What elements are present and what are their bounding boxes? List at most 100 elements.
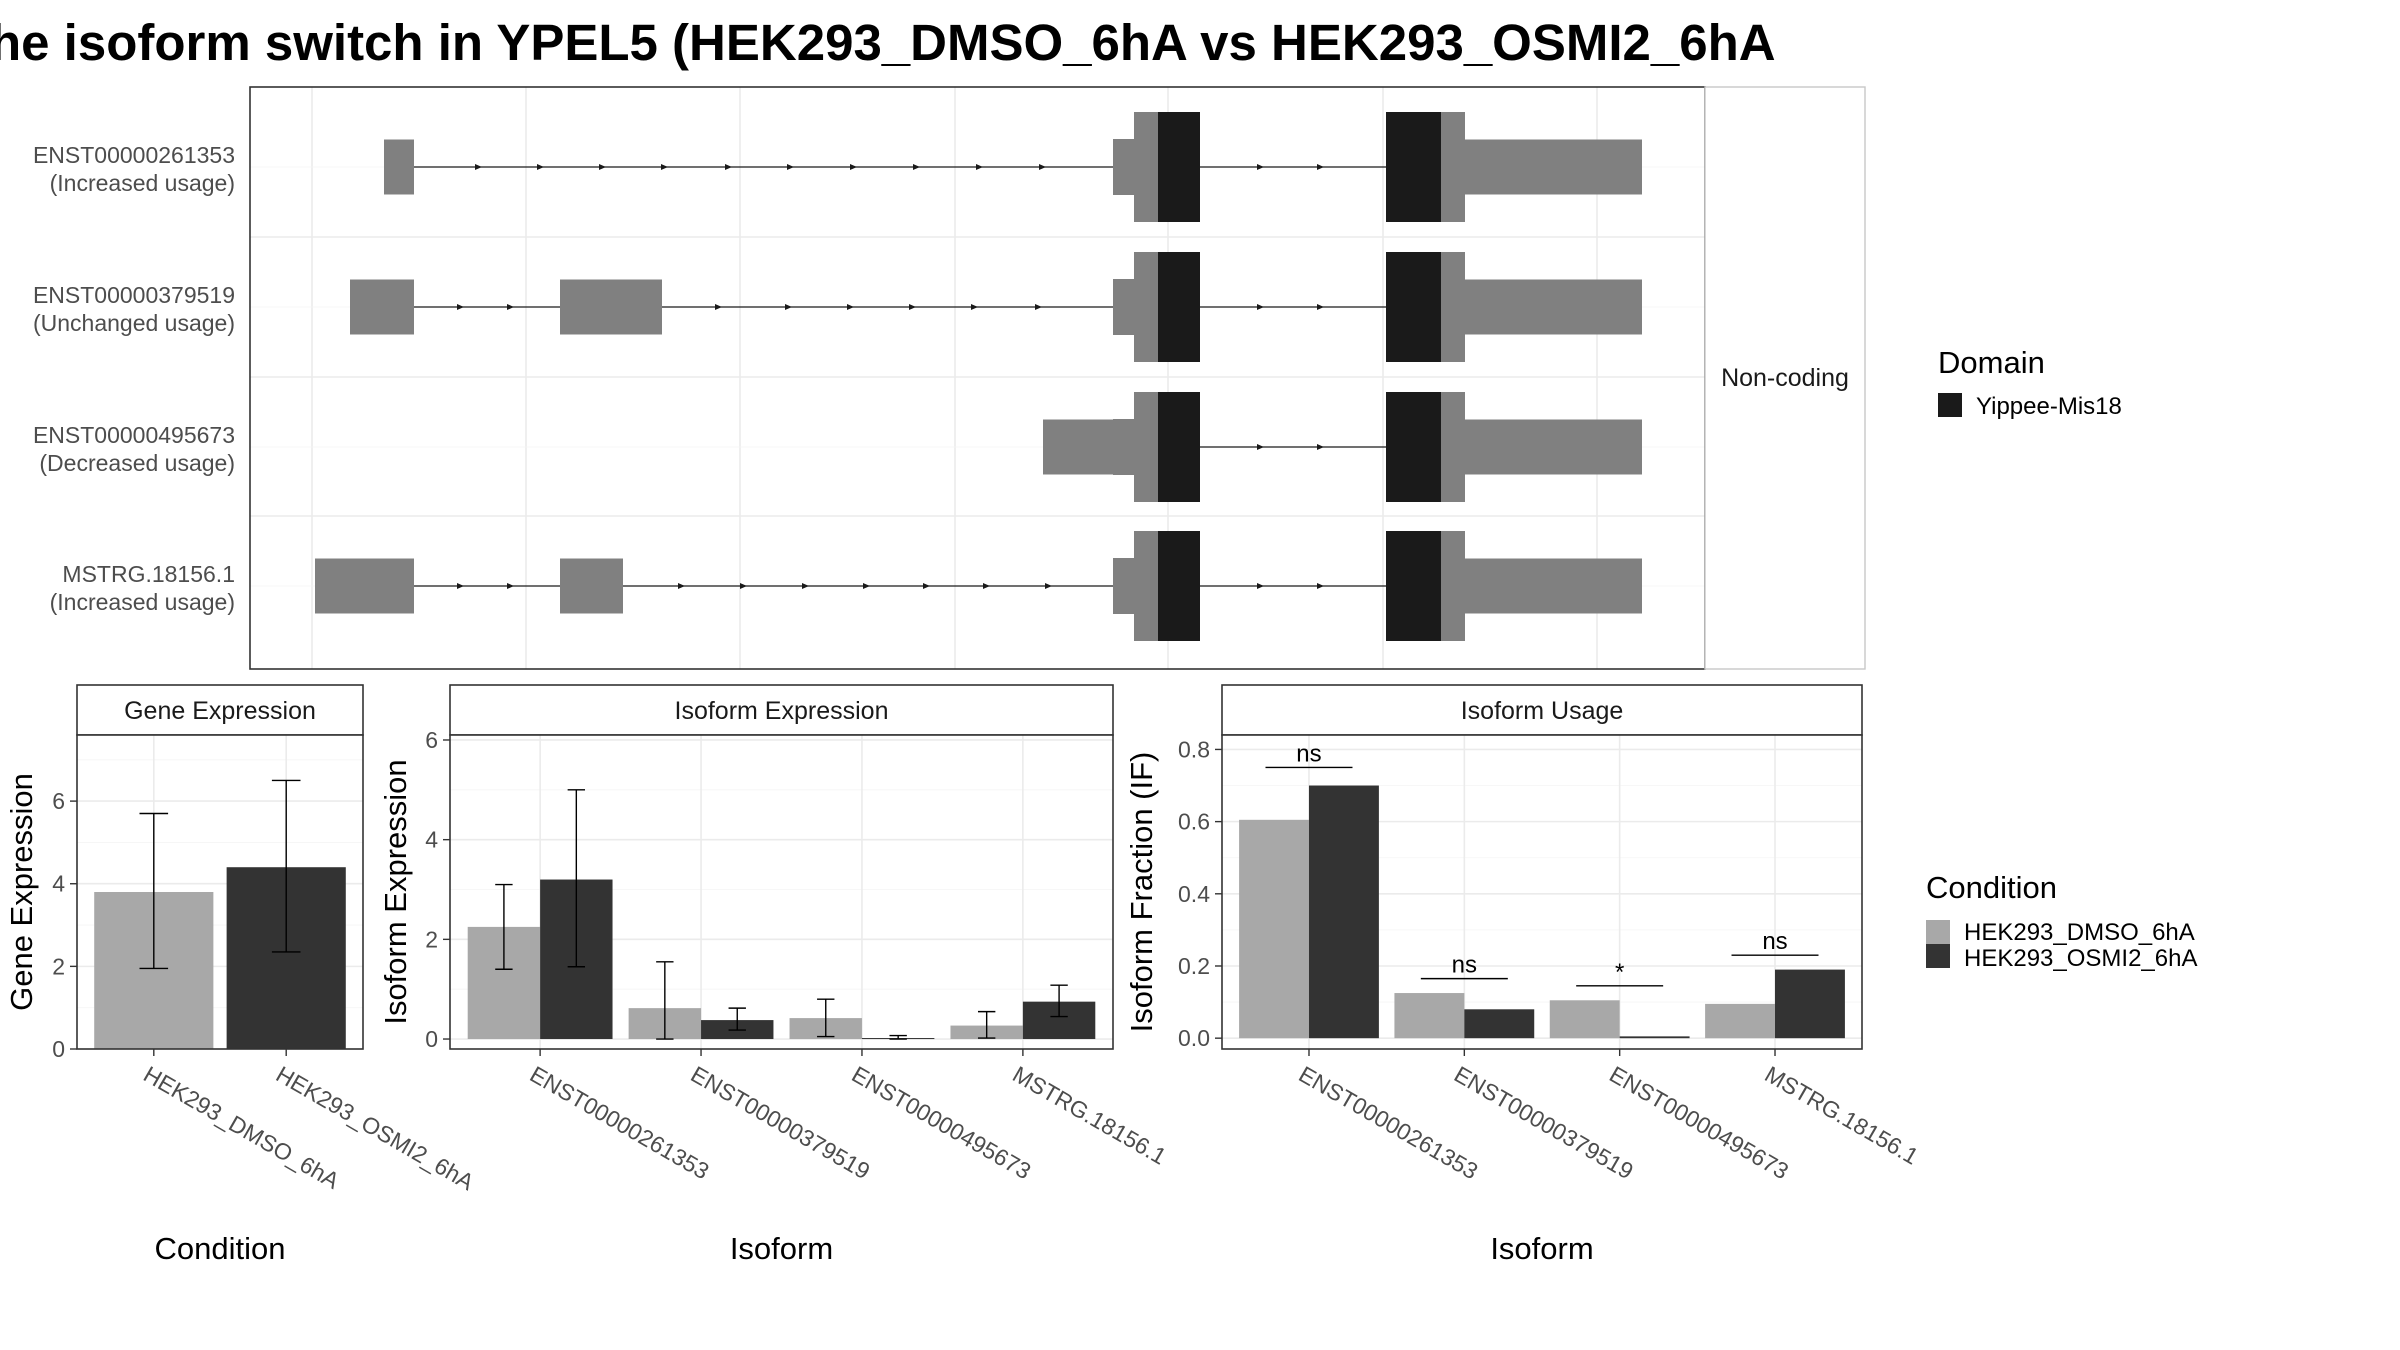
- isoform-usage-significance-label: ns: [1452, 952, 1477, 979]
- cds-block: [1441, 112, 1465, 222]
- domain-block: [1158, 252, 1200, 362]
- intron-arrow: [537, 164, 544, 170]
- isoform-usage-significance-label: ns: [1762, 928, 1787, 955]
- transcript-model-ENST00000379519: [350, 252, 1642, 362]
- domain-block: [1158, 392, 1200, 502]
- intron-arrow: [1035, 304, 1042, 310]
- intron-arrow: [1257, 304, 1264, 310]
- isoform-usage-strip-label: Isoform Usage: [1461, 697, 1624, 725]
- isoform-expression-yaxis-title: Isoform Expression: [378, 759, 413, 1024]
- legends: Domain Yippee-Mis18 Condition HEK293_DMSO_6…: [1926, 345, 2197, 972]
- intron-arrow: [909, 304, 916, 310]
- isoform-usage-label: (Increased usage): [50, 170, 235, 196]
- intron-arrow: [971, 304, 978, 310]
- isoform-usage-ytick-label: 0.4: [1178, 881, 1210, 907]
- isoform-usage-ytick-label: 0.6: [1178, 809, 1210, 835]
- domain-block: [1158, 112, 1200, 222]
- isoform-expression-xtick-label: ENST00000261353: [526, 1061, 714, 1185]
- utr-block: [1464, 279, 1642, 335]
- intron-arrow: [1045, 583, 1052, 589]
- isoform-usage-strip: [1221, 684, 1863, 736]
- exon-block: [350, 279, 414, 335]
- intron-arrow: [976, 164, 983, 170]
- isoform-usage-significance-label: *: [1615, 959, 1624, 986]
- intron-arrow: [1257, 444, 1264, 450]
- isoform-label: ENST00000261353: [33, 142, 235, 168]
- intron-arrow: [923, 583, 930, 589]
- intron-arrow: [850, 164, 857, 170]
- intron-arrow: [661, 164, 668, 170]
- transcript-model-ENST00000261353: [384, 112, 1642, 222]
- isoform-expression-panel-border: [449, 734, 1114, 1050]
- isoform-usage-bars: [1239, 785, 1845, 1039]
- isoform-expression-ytick-label: 0: [425, 1026, 438, 1052]
- utr-block: [1113, 139, 1135, 195]
- cds-block: [1441, 392, 1465, 502]
- utr-block: [1113, 419, 1135, 475]
- isoform-expression-ytick-label: 4: [425, 827, 438, 853]
- utr-block: [1113, 558, 1135, 614]
- intron-arrow: [507, 304, 514, 310]
- domain-block: [1158, 531, 1200, 641]
- isoform-expression-xtick-label: ENST00000495673: [847, 1061, 1035, 1185]
- intron-arrow: [1317, 583, 1324, 589]
- isoform-expression-xtick-label: ENST00000379519: [687, 1061, 875, 1185]
- intron-arrow: [507, 583, 514, 589]
- domain-legend-title: Domain: [1938, 345, 2045, 380]
- intron-arrow: [1317, 164, 1324, 170]
- utr-block: [1464, 419, 1642, 475]
- isoform-usage-panel-border: [1221, 734, 1863, 1050]
- intron-arrow: [983, 583, 990, 589]
- isoform-usage-ytick-label: 0.8: [1178, 736, 1210, 762]
- intron-arrow: [1317, 444, 1324, 450]
- exon-block: [560, 279, 662, 335]
- intron-arrow: [1317, 304, 1324, 310]
- domain-block: [1386, 392, 1442, 502]
- domain-block: [1386, 252, 1442, 362]
- facet-strip-label: Non-coding: [1721, 364, 1849, 392]
- isoform-expression-panel: Isoform Expression0246ENST00000261353ENS…: [378, 684, 1171, 1266]
- intron-arrow: [787, 164, 794, 170]
- transcript-model-ENST00000495673: [1043, 392, 1642, 502]
- intron-arrow: [475, 164, 482, 170]
- intron-arrow: [740, 583, 747, 589]
- isoform-usage-bar: [1705, 1003, 1776, 1039]
- gene-expression-ytick-label: 4: [52, 871, 65, 897]
- isoform-label: ENST00000495673: [33, 422, 235, 448]
- gene-expression-strip: [76, 684, 364, 736]
- isoform-usage-bar: [1549, 1000, 1620, 1039]
- utr-block: [1113, 279, 1135, 335]
- intron-arrow: [913, 164, 920, 170]
- isoform-expression-xaxis-title: Isoform: [730, 1231, 833, 1266]
- intron-arrow: [725, 164, 732, 170]
- intron-arrow: [715, 304, 722, 310]
- gene-expression-yaxis-title: Gene Expression: [4, 773, 39, 1011]
- exon-block: [384, 139, 414, 195]
- gene-expression-ytick-label: 6: [52, 788, 65, 814]
- cds-block: [1134, 531, 1159, 641]
- transcript-structure-panel: ENST00000261353(Increased usage) ENST0000…: [33, 86, 1866, 670]
- isoform-usage-ytick-label: 0.0: [1178, 1025, 1210, 1051]
- isoform-usage-yaxis-title: Isoform Fraction (IF): [1124, 752, 1159, 1033]
- isoform-label: MSTRG.18156.1: [62, 561, 235, 587]
- isoform-usage-label: (Decreased usage): [39, 450, 235, 476]
- gene-expression-panel-border: [76, 734, 364, 1050]
- intron-arrow: [802, 583, 809, 589]
- condition-legend-label-osmi2: HEK293_OSMI2_6hA: [1964, 945, 2197, 972]
- intron-arrow: [785, 304, 792, 310]
- intron-arrow: [1257, 583, 1264, 589]
- exon-block: [315, 558, 414, 614]
- isoform-expression-ytick-label: 2: [425, 926, 438, 952]
- facet-strip: [1704, 86, 1866, 670]
- gene-expression-bars: [94, 779, 346, 1049]
- domain-legend-label: Yippee-Mis18: [1976, 393, 2122, 420]
- isoform-label: ENST00000379519: [33, 282, 235, 308]
- utr-block: [1464, 139, 1642, 195]
- gene-expression-strip-label: Gene Expression: [124, 697, 316, 725]
- isoform-usage-significance-label: ns: [1296, 740, 1321, 767]
- domain-legend-key: [1938, 393, 1962, 417]
- isoform-expression-bars: [467, 789, 1096, 1040]
- isoform-expression-xtick-label: MSTRG.18156.1: [1008, 1061, 1170, 1170]
- intron-arrow: [863, 583, 870, 589]
- isoform-usage-bar: [1394, 993, 1465, 1039]
